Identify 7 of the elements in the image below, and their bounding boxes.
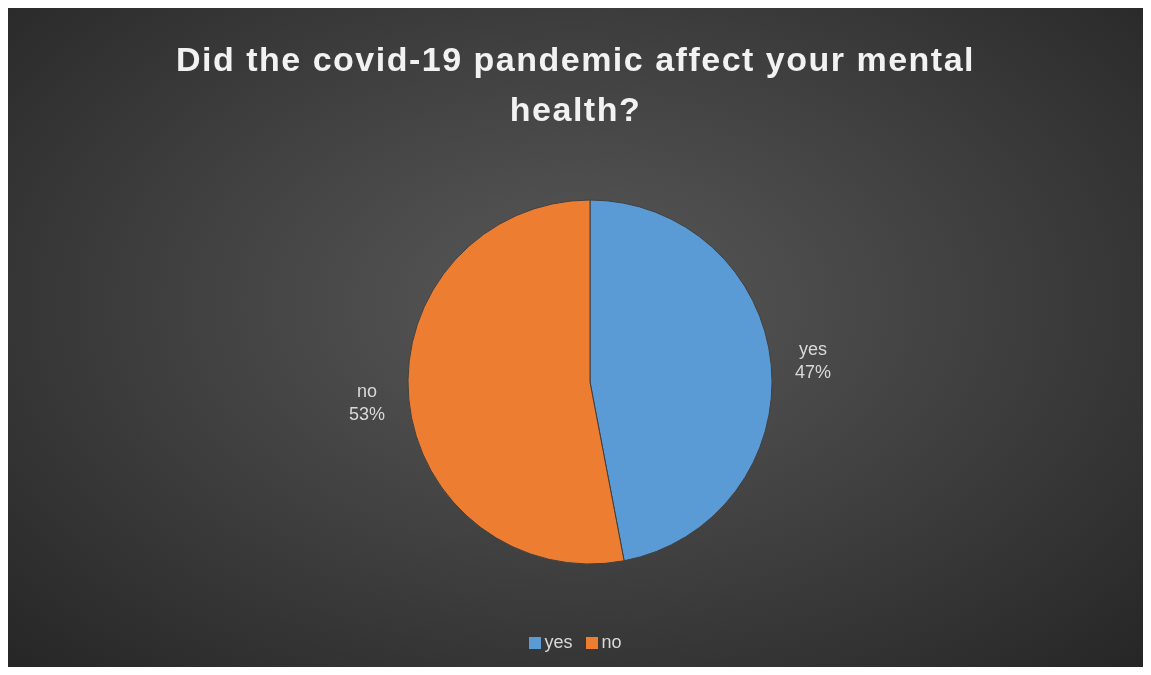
slice-label: yes xyxy=(799,338,828,359)
chart-title: Did the covid-19 pandemic affect your mental health? xyxy=(174,39,977,130)
data-label: 53% xyxy=(348,404,386,425)
slice-label: no xyxy=(601,632,622,653)
data-label: 47% xyxy=(794,361,832,382)
slice-label: no xyxy=(356,381,378,402)
legend-label: yes xyxy=(544,632,573,653)
